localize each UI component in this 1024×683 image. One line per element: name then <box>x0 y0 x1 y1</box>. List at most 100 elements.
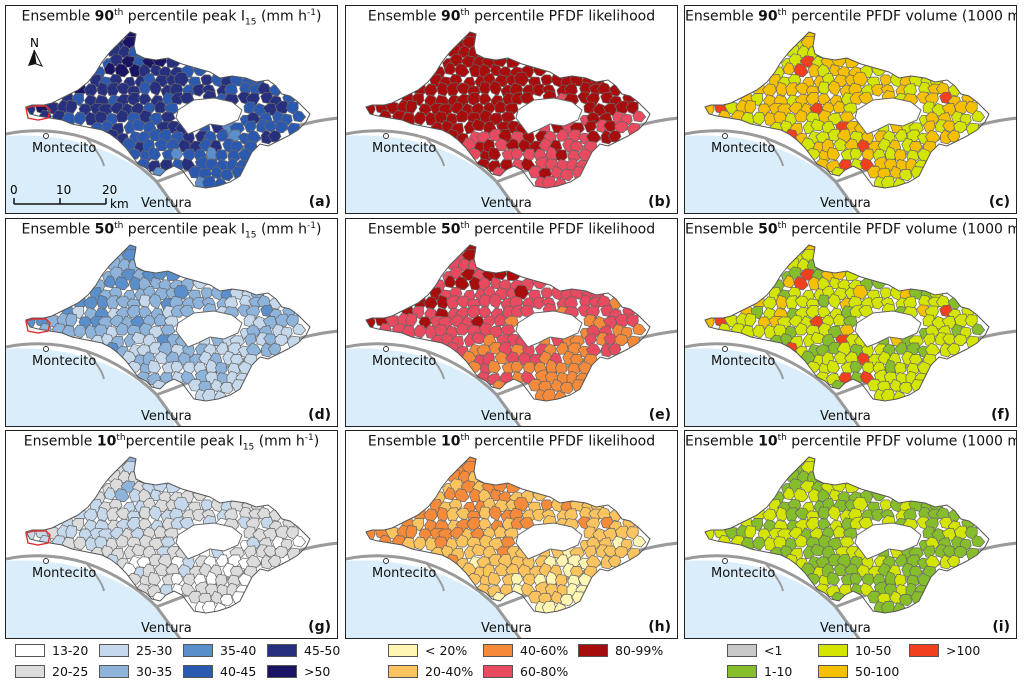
subwatershed-polygon <box>170 304 185 318</box>
unburned-area <box>515 310 583 348</box>
subwatershed-polygon <box>454 63 470 78</box>
legend-swatch <box>388 664 418 678</box>
panel-label: (b) <box>648 194 671 210</box>
subwatersheds <box>366 457 647 613</box>
legend-label: 40-45 <box>220 663 257 679</box>
subwatershed-polygon <box>899 593 913 607</box>
subwatershed-polygon <box>275 100 290 114</box>
legend-label: 60-80% <box>520 663 569 679</box>
panel-label: (d) <box>308 407 331 423</box>
montecito-marker <box>383 346 389 352</box>
subwatershed-polygon <box>73 111 88 126</box>
subwatershed-polygon <box>114 276 130 291</box>
subwatershed-polygon <box>541 388 557 401</box>
subwatershed-polygon <box>954 525 969 539</box>
subwatershed-polygon <box>96 294 110 310</box>
subwatershed-polygon <box>153 100 169 114</box>
panel-title: Ensemble 10thpercentile peak I15 (mm h-1… <box>23 433 320 453</box>
subwatershed-polygon <box>510 147 524 160</box>
burn-area-outline <box>365 244 651 402</box>
subwatershed-polygon <box>455 534 470 548</box>
subwatershed-polygon <box>192 488 208 502</box>
legend-item: 25-30 <box>99 642 173 658</box>
subwatershed-polygon <box>191 296 205 310</box>
subwatershed-polygon <box>487 147 502 161</box>
subwatershed-polygon <box>852 496 869 512</box>
subwatershed-polygon <box>871 488 887 502</box>
subwatershed-polygon <box>615 313 630 327</box>
ocean-area <box>346 560 516 638</box>
legend-label: 1-10 <box>764 663 793 679</box>
subwatershed-polygon <box>191 83 205 97</box>
legend-label: 13-20 <box>52 642 89 658</box>
subwatershed-polygon <box>274 545 289 559</box>
legend-label: 25-30 <box>136 642 173 658</box>
subwatershed-polygon <box>405 100 418 114</box>
subwatershed-polygon <box>493 313 509 327</box>
subwatershed-polygon <box>532 276 548 290</box>
legend-item: >50 <box>267 663 331 679</box>
subwatershed-polygon <box>614 333 629 347</box>
subwatershed-polygon <box>103 487 117 501</box>
map-panel-f: Ensemble 50th percentile PFDF volume (10… <box>684 218 1017 427</box>
place-label-montecito: Montecito <box>32 566 97 581</box>
montecito-marker <box>383 133 389 139</box>
subwatershed-polygon <box>849 304 864 318</box>
ocean-area <box>6 560 176 638</box>
subwatershed-polygon <box>131 543 147 557</box>
scale-unit: km <box>110 197 129 211</box>
montecito-subwatersheds-outline <box>25 318 51 334</box>
subwatershed-polygon <box>924 129 941 144</box>
subwatershed-polygon <box>173 284 190 300</box>
subwatershed-polygon <box>170 516 185 530</box>
subwatershed-polygon <box>443 487 457 501</box>
subwatersheds <box>26 32 307 188</box>
subwatershed-polygon <box>201 175 217 188</box>
montecito-marker <box>43 346 49 352</box>
legend-label: 30-35 <box>136 663 173 679</box>
legend-swatch <box>818 643 848 657</box>
ocean-area <box>6 135 176 213</box>
subwatershed-polygon <box>849 516 864 530</box>
local-road <box>764 562 784 592</box>
place-label-ventura: Ventura <box>481 621 532 636</box>
place-label-montecito: Montecito <box>711 141 776 156</box>
legend-swatch <box>15 664 45 678</box>
place-label-ventura: Ventura <box>141 409 192 424</box>
ocean-area <box>346 348 516 426</box>
subwatershed-polygon <box>560 593 574 607</box>
subwatershed-polygon <box>510 91 525 105</box>
legend-swatch <box>818 664 848 678</box>
subwatershed-polygon <box>478 294 491 308</box>
legend-item: 60-80% <box>483 663 569 679</box>
subwatershed-polygon <box>832 313 848 327</box>
subwatershed-polygon <box>794 534 809 548</box>
subwatershed-polygon <box>752 324 767 339</box>
ocean-area <box>346 135 516 213</box>
ocean-area <box>685 135 855 213</box>
legend-label: >50 <box>304 663 331 679</box>
subwatershed-polygon <box>423 83 438 97</box>
legend-label: 20-25 <box>52 663 89 679</box>
subwatershed-polygon <box>782 275 796 289</box>
subwatershed-polygon <box>115 322 130 336</box>
subwatershed-polygon <box>510 572 524 585</box>
panel-title: Ensemble 10th percentile PFDF likelihood <box>367 433 656 450</box>
subwatershed-polygon <box>103 275 117 289</box>
subwatershed-polygon <box>880 175 896 188</box>
subwatershed-polygon <box>762 296 777 310</box>
place-label-ventura: Ventura <box>141 196 192 211</box>
legend-item: 20-25 <box>15 663 89 679</box>
legend-item: 40-60% <box>483 643 568 658</box>
place-label-montecito: Montecito <box>711 566 776 581</box>
legend-item: 35-40 <box>183 643 256 658</box>
map-canvas: N <box>6 31 337 213</box>
subwatershed-polygon <box>454 488 470 503</box>
subwatershed-polygon <box>220 381 234 395</box>
legend-item: <1 <box>727 643 782 658</box>
subwatershed-polygon <box>192 276 208 290</box>
subwatershed-polygon <box>455 109 470 123</box>
map-panel-d: Ensemble 50th percentile peak I15 (mm h-… <box>5 218 338 427</box>
place-label-montecito: Montecito <box>711 354 776 369</box>
legend-swatch <box>483 643 513 657</box>
